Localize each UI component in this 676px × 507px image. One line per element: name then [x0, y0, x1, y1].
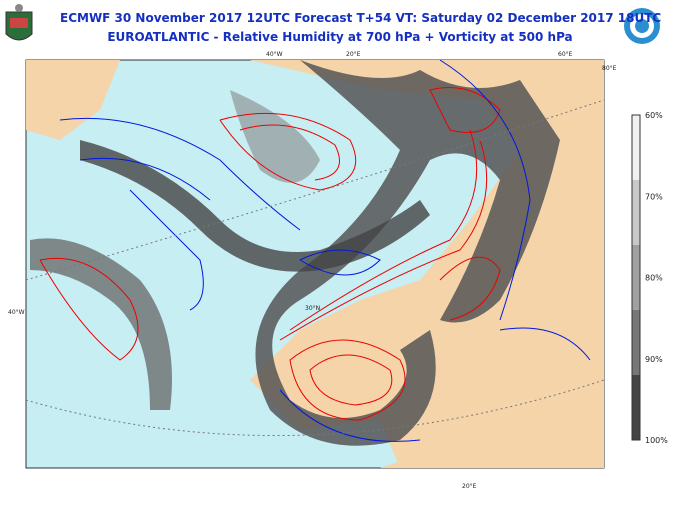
land: [380, 420, 604, 468]
humidity-band: [80, 140, 430, 272]
colorbar-label: 100%: [645, 436, 668, 445]
title-line-1: ECMWF 30 November 2017 12UTC Forecast T+…: [60, 11, 662, 25]
land: [26, 60, 120, 140]
colorbar-label: 60%: [645, 111, 663, 120]
map-label: 40°W: [8, 309, 25, 316]
land: [250, 60, 604, 468]
vorticity-negative: [59, 59, 591, 442]
map-label: 40°W: [266, 51, 283, 58]
vorticity-positive: [39, 87, 501, 421]
title-line-2: EUROATLANTIC - Relative Humidity at 700 …: [107, 30, 573, 44]
left-logo: [5, 4, 33, 41]
colorbar-label: 70%: [645, 192, 663, 201]
colorbar: 60% 70% 80% 90% 100%: [631, 111, 668, 445]
map-label: 80°E: [602, 65, 617, 72]
map-label: 30°N: [305, 305, 320, 312]
map-label: 60°E: [558, 51, 573, 58]
humidity-band: [30, 238, 172, 410]
colorbar-label: 80%: [645, 274, 663, 283]
colorbar-label: 90%: [645, 355, 663, 364]
map-label: 20°E: [462, 483, 477, 490]
map-label: 20°E: [346, 51, 361, 58]
humidity-band: [255, 60, 561, 446]
map: 40°W 20°E 60°E 80°E 40°W 30°N 20°E: [8, 51, 617, 490]
humidity-band: [230, 90, 320, 183]
